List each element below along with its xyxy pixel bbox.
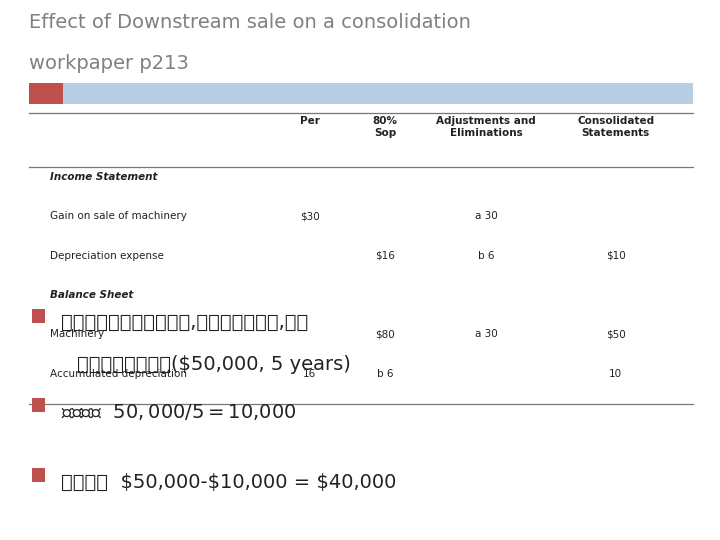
Text: 定資產應有的數字($50,000, 5 years): 定資產應有的數字($50,000, 5 years) — [77, 355, 351, 374]
Text: $30: $30 — [300, 211, 320, 221]
Text: Accumulated depreciation: Accumulated depreciation — [50, 369, 187, 379]
Text: Balance Sheet: Balance Sheet — [50, 290, 134, 300]
Text: $50: $50 — [606, 329, 626, 340]
Text: b 6: b 6 — [478, 251, 494, 261]
Bar — [32, 398, 45, 412]
Text: 10: 10 — [609, 369, 622, 379]
Bar — [63, 83, 693, 104]
Text: a 30: a 30 — [474, 211, 498, 221]
Bar — [29, 83, 63, 104]
Text: $10: $10 — [606, 251, 626, 261]
Text: Adjustments and
Eliminations: Adjustments and Eliminations — [436, 116, 536, 138]
Text: workpaper p213: workpaper p213 — [29, 54, 189, 73]
Text: Gain on sale of machinery: Gain on sale of machinery — [50, 211, 187, 221]
Text: Consolidated
Statements: Consolidated Statements — [577, 116, 654, 138]
Text: Machinery: Machinery — [50, 329, 104, 340]
Text: a 30: a 30 — [474, 329, 498, 340]
Text: Depreciation expense: Depreciation expense — [50, 251, 164, 261]
Text: $16: $16 — [375, 251, 395, 261]
Bar — [32, 309, 45, 323]
Text: 合併數字即若無交易發生,則在母公司帳上,該固: 合併數字即若無交易發生,則在母公司帳上,該固 — [61, 313, 308, 332]
Text: 固定資產  $50,000-$10,000 = $40,000: 固定資產 $50,000-$10,000 = $40,000 — [61, 472, 397, 491]
Text: 折舊費用  $50,000/5=$10,000: 折舊費用 $50,000/5=$10,000 — [61, 402, 297, 422]
Text: 16: 16 — [303, 369, 316, 379]
Text: 80%
Sop: 80% Sop — [373, 116, 397, 138]
Text: b 6: b 6 — [377, 369, 393, 379]
Text: Income Statement: Income Statement — [50, 172, 158, 182]
Text: Effect of Downstream sale on a consolidation: Effect of Downstream sale on a consolida… — [29, 14, 471, 32]
Text: $80: $80 — [375, 329, 395, 340]
Text: Per: Per — [300, 116, 320, 126]
Bar — [32, 468, 45, 482]
